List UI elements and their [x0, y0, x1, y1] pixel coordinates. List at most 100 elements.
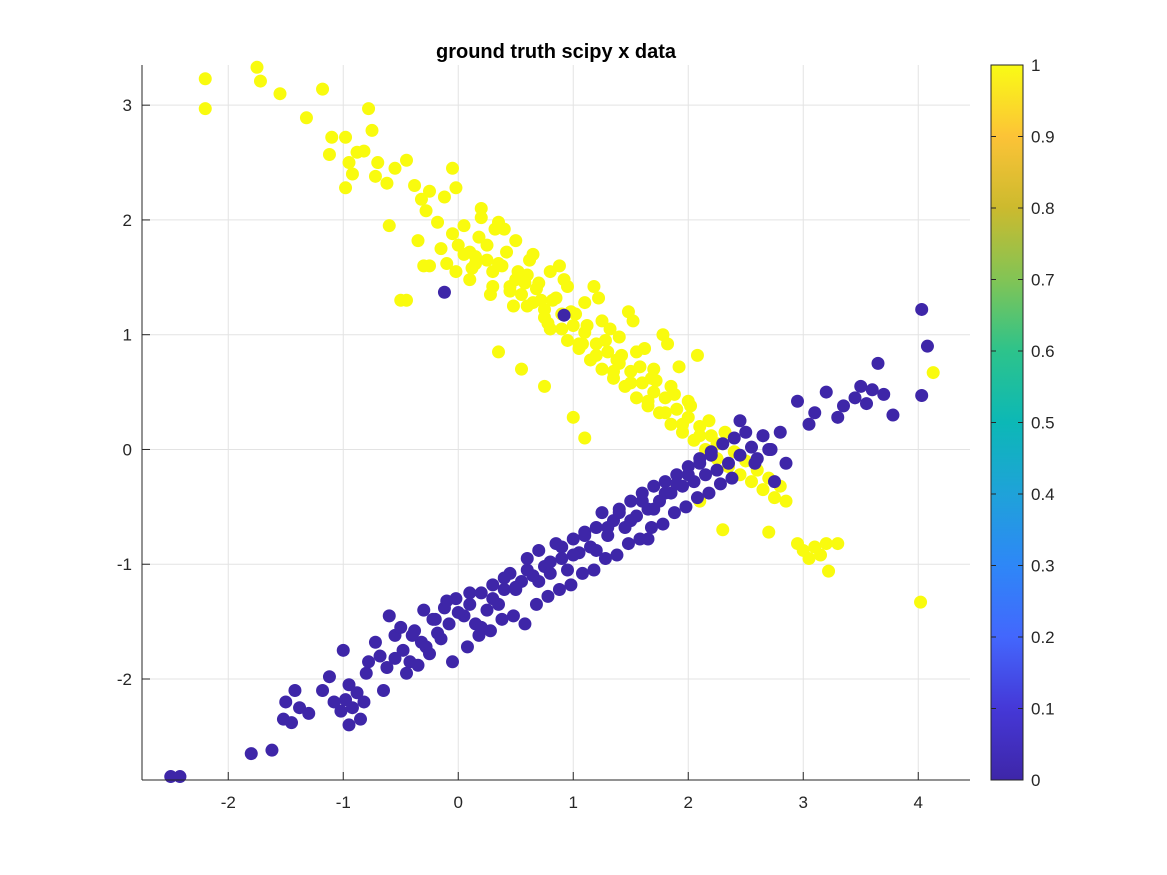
scatter-point: [276, 712, 290, 726]
colorbar-tick-label: 1: [1031, 56, 1040, 75]
x-tick-label: -2: [221, 793, 236, 812]
scatter-point: [693, 456, 707, 470]
scatter-point: [419, 204, 433, 218]
scatter-point: [762, 525, 776, 539]
scatter-point: [661, 337, 675, 351]
scatter-point: [529, 597, 543, 611]
scatter-point: [273, 87, 287, 101]
scatter-point: [638, 341, 652, 355]
scatter-point: [621, 537, 635, 551]
scatter-point: [592, 291, 606, 305]
scatter-point: [316, 683, 330, 697]
scatter-point: [595, 314, 609, 328]
scatter-point: [543, 566, 557, 580]
scatter-point: [342, 156, 356, 170]
x-tick-label: 2: [684, 793, 693, 812]
scatter-point: [679, 500, 693, 514]
scatter-point: [871, 356, 885, 370]
scatter-point: [624, 376, 638, 390]
x-axis-ticks: -2 -1 0 1 2 3 4: [221, 772, 923, 812]
scatter-point: [733, 414, 747, 428]
scatter-point: [915, 389, 929, 403]
scatter-point: [394, 620, 408, 634]
scatter-point: [442, 617, 456, 631]
scatter-point: [555, 551, 569, 565]
scatter-point: [624, 514, 638, 528]
scatter-point: [658, 406, 672, 420]
scatter-point: [173, 770, 187, 784]
scatter-point: [350, 686, 364, 700]
scatter-point: [626, 314, 640, 328]
scatter-point: [451, 605, 465, 619]
scatter-point: [357, 695, 371, 709]
scatter-point: [250, 60, 264, 74]
scatter-point: [546, 293, 560, 307]
scatter-point: [610, 353, 624, 367]
scatter-point: [580, 319, 594, 333]
colorbar-tick-label: 0.5: [1031, 414, 1055, 433]
scatter-point: [690, 348, 704, 362]
scatter-point: [414, 192, 428, 206]
scatter-point: [630, 391, 643, 405]
scatter-point: [756, 429, 770, 443]
scatter-point: [644, 371, 658, 385]
scatter-point: [520, 551, 534, 565]
scatter-point: [408, 179, 422, 193]
scatter-point: [745, 440, 758, 454]
scatter-points: [164, 60, 940, 784]
scatter-point: [681, 394, 695, 408]
scatter-point: [603, 322, 617, 336]
scatter-point: [713, 477, 727, 491]
scatter-point: [926, 366, 940, 380]
scatter-point: [520, 299, 534, 313]
scatter-point: [532, 574, 546, 588]
scatter-point: [497, 571, 511, 585]
scatter-point: [440, 594, 454, 608]
scatter-point: [860, 397, 873, 411]
scatter-point: [561, 563, 574, 577]
scatter-point: [457, 219, 471, 233]
scatter-point: [486, 592, 500, 606]
scatter-point: [886, 408, 900, 422]
scatter-point: [253, 74, 267, 88]
scatter-point: [316, 82, 330, 96]
scatter-point: [561, 333, 574, 347]
scatter-point: [722, 456, 735, 470]
scatter-point: [440, 257, 454, 271]
scatter-point: [449, 181, 463, 195]
scatter-point: [566, 548, 580, 562]
scatter-point: [357, 144, 371, 158]
x-tick-label: 4: [914, 793, 923, 812]
scatter-point: [672, 360, 686, 374]
scatter-point: [400, 153, 413, 167]
scatter-point: [265, 743, 279, 757]
scatter-point: [534, 293, 548, 307]
scatter-point: [299, 111, 313, 125]
scatter-point: [244, 747, 258, 761]
colorbar-tick-label: 0.1: [1031, 700, 1055, 719]
scatter-point: [451, 238, 465, 252]
scatter-point: [676, 417, 689, 431]
scatter-point: [382, 609, 396, 623]
scatter-point: [670, 468, 684, 482]
scatter-point: [446, 161, 459, 175]
scatter-point: [647, 479, 661, 493]
scatter-point: [368, 635, 382, 649]
scatter-point: [710, 463, 724, 477]
scatter-point: [339, 130, 353, 144]
scatter-point: [382, 219, 396, 233]
scatter-point: [345, 701, 359, 715]
scatter-point: [506, 609, 520, 623]
scatter-point: [641, 394, 655, 408]
scatter-point: [704, 448, 718, 462]
scatter-point: [279, 695, 293, 709]
scatter-point: [802, 551, 816, 565]
scatter-point: [768, 491, 781, 505]
scatter-point: [541, 589, 555, 603]
scatter-point: [483, 624, 497, 638]
scatter-point: [745, 475, 758, 489]
scatter-point: [702, 486, 716, 500]
scatter-point: [529, 282, 543, 296]
scatter-point: [587, 563, 601, 577]
